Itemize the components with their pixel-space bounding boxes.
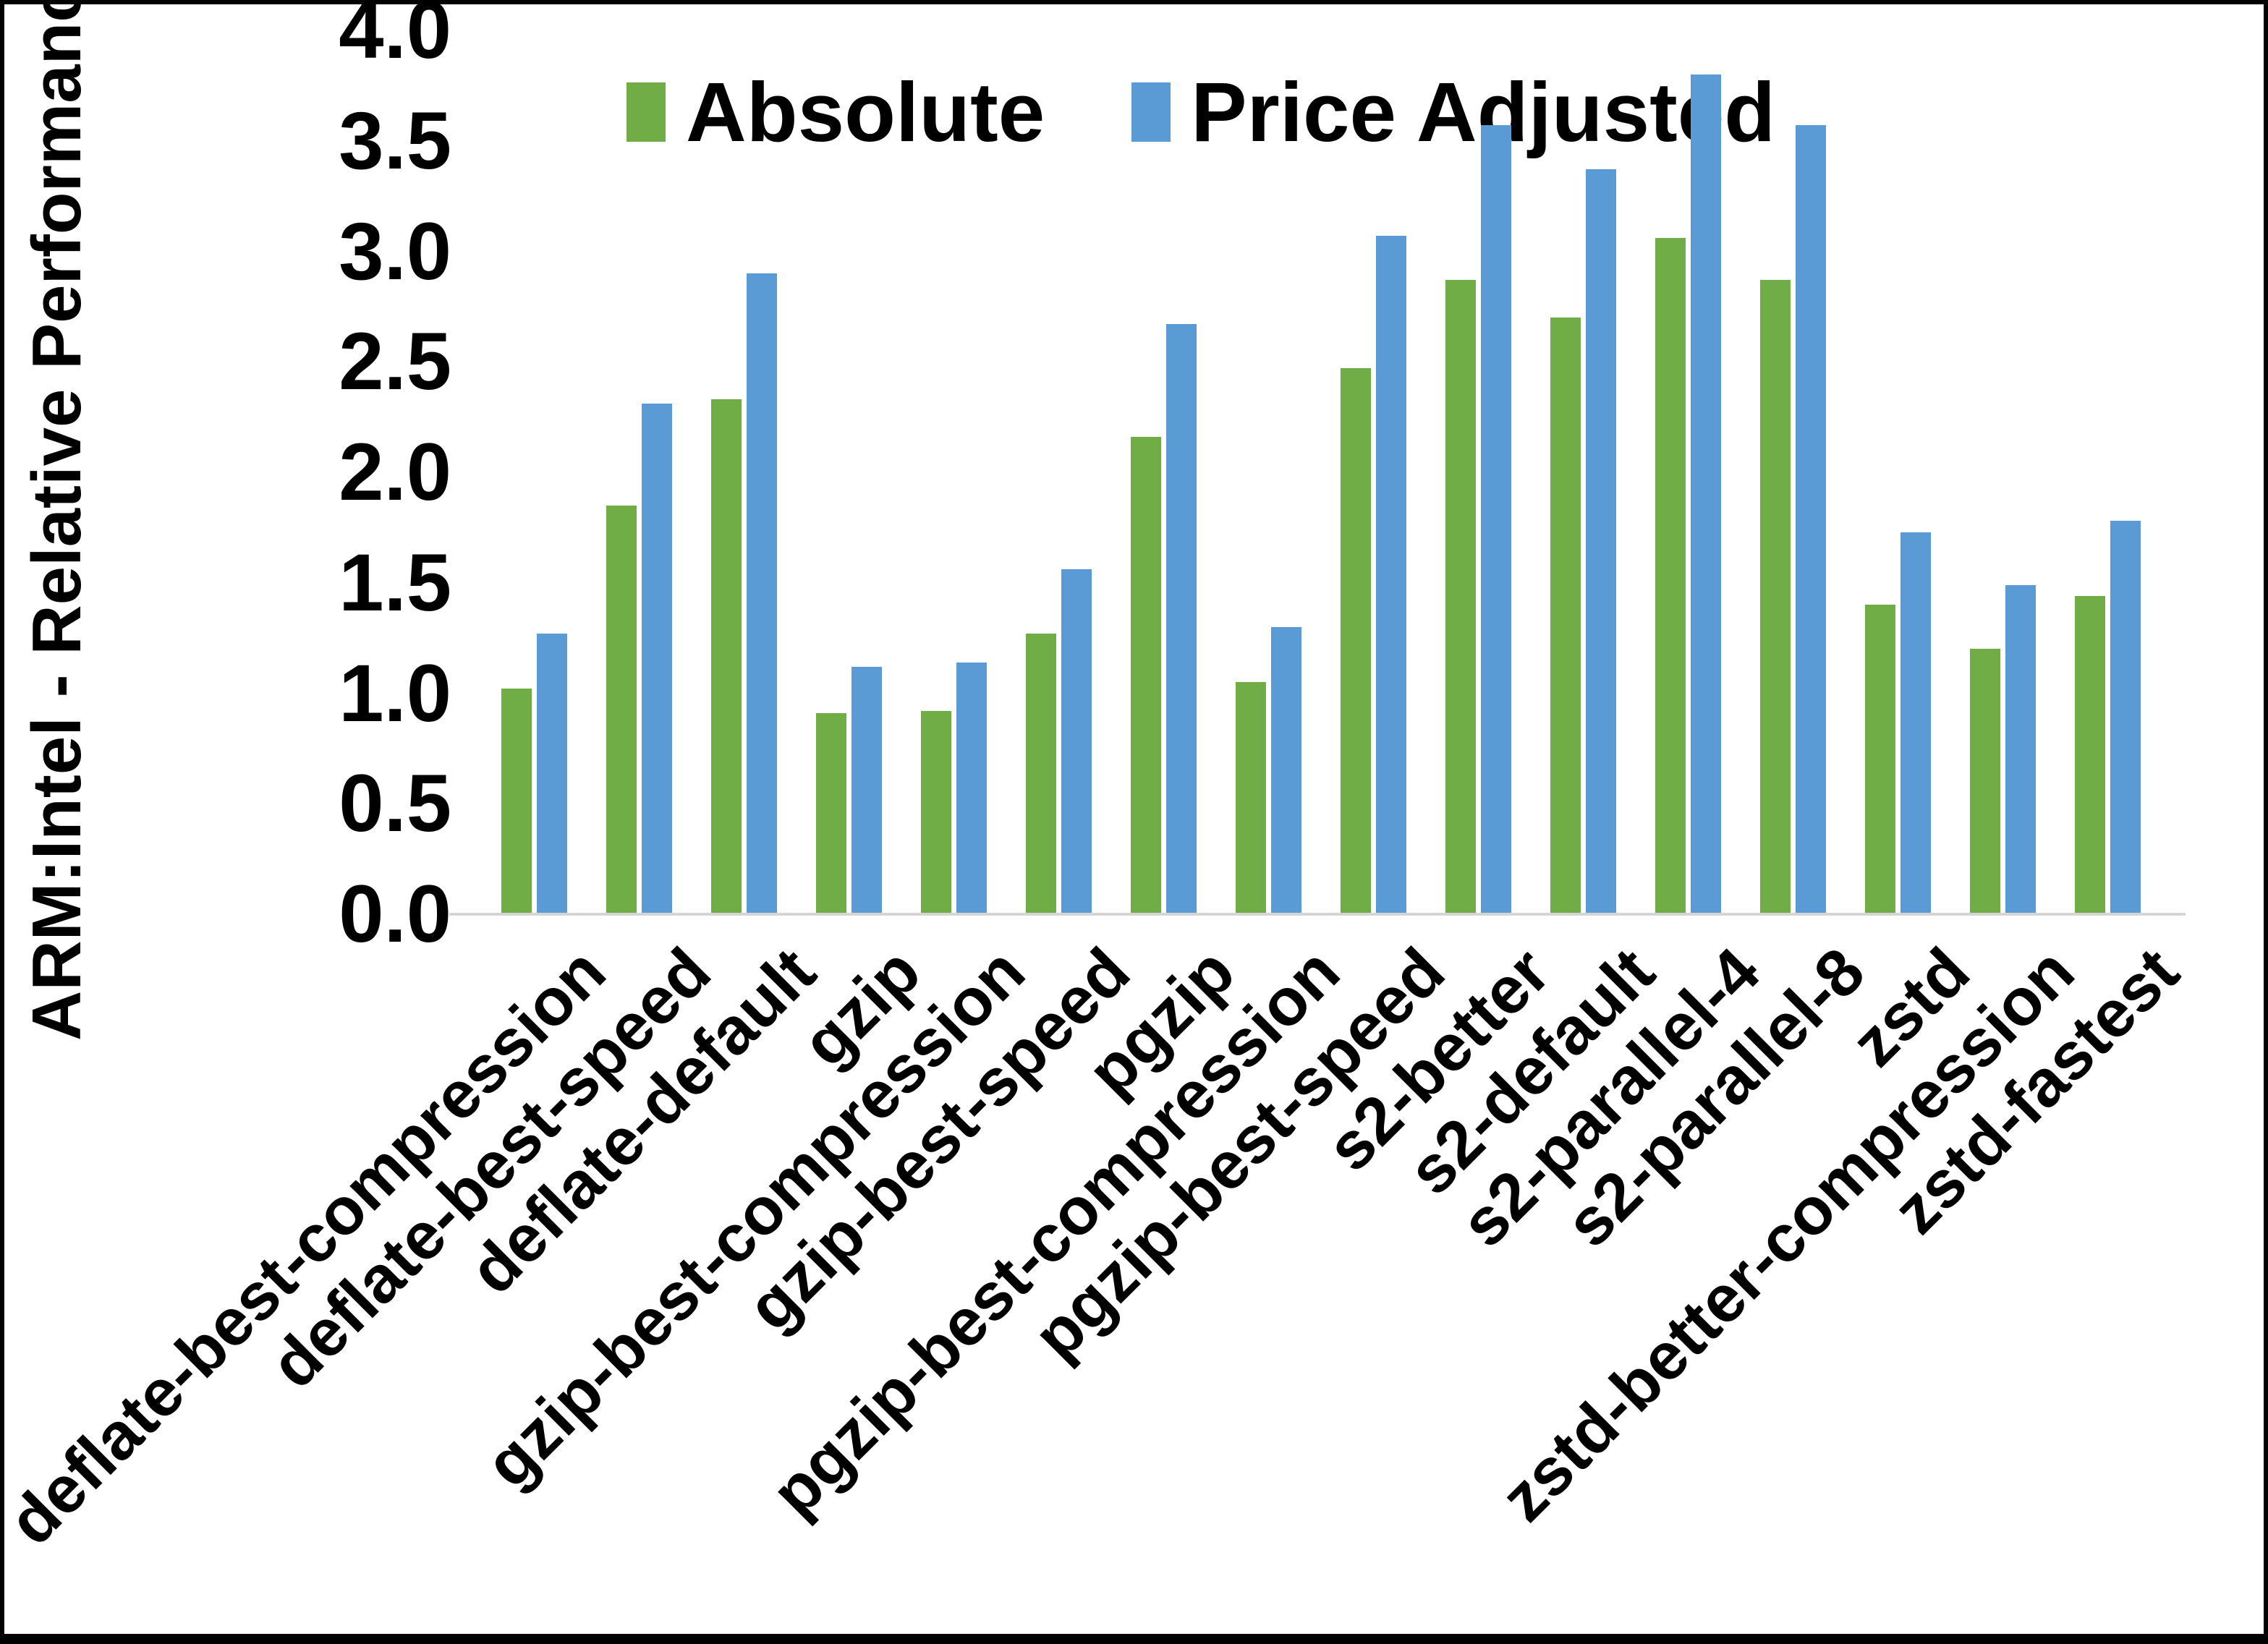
bar-absolute-s2-better [1445, 280, 1476, 914]
bar-group-s2-default [1531, 30, 1636, 914]
legend-swatch-price-adjusted [1131, 82, 1171, 142]
bar-absolute-pgzip-best-speed [1341, 368, 1371, 914]
bar-price-adjusted-deflate-best-speed [642, 404, 672, 914]
bar-group-deflate-default [692, 30, 797, 914]
bar-price-adjusted-gzip-best-speed [1061, 569, 1092, 914]
bar-price-adjusted-zstd-better-compression [2005, 584, 2036, 914]
bar-price-adjusted-s2-parallel-8 [1796, 125, 1826, 914]
y-tick-1.0: 1.0 [339, 647, 451, 738]
bar-group-s2-parallel-4 [1636, 30, 1741, 914]
bar-group-pgzip [1111, 30, 1216, 914]
bar-group-pgzip-best-speed [1321, 30, 1426, 914]
bar-absolute-deflate-best-speed [606, 505, 637, 914]
bar-group-zstd-fastest [2055, 30, 2160, 914]
bar-absolute-zstd-fastest [2075, 596, 2105, 914]
bar-absolute-s2-default [1550, 318, 1581, 914]
bar-price-adjusted-s2-default [1586, 169, 1616, 914]
bar-price-adjusted-deflate-best-compression [537, 634, 567, 914]
bar-group-pgzip-best-compression [1216, 30, 1321, 914]
bar-absolute-s2-parallel-8 [1760, 280, 1791, 914]
bar-price-adjusted-s2-parallel-4 [1691, 74, 1721, 914]
bar-price-adjusted-gzip [851, 666, 882, 914]
bar-group-deflate-best-compression [482, 30, 587, 914]
bar-price-adjusted-zstd-fastest [2110, 521, 2141, 914]
bar-absolute-deflate-default [711, 399, 742, 914]
bar-price-adjusted-gzip-best-compression [956, 662, 987, 914]
bar-price-adjusted-pgzip-best-speed [1376, 236, 1406, 914]
bar-absolute-pgzip [1131, 437, 1161, 914]
bar-group-gzip-best-compression [901, 30, 1006, 914]
bar-price-adjusted-pgzip [1166, 324, 1197, 914]
bar-absolute-zstd [1865, 605, 1895, 914]
legend-label-absolute: Absolute [686, 65, 1045, 159]
bar-group-s2-better [1426, 30, 1531, 914]
bar-group-gzip [797, 30, 901, 914]
bar-group-zstd [1846, 30, 1950, 914]
bar-group-deflate-best-speed [587, 30, 692, 914]
bar-price-adjusted-deflate-default [747, 273, 777, 914]
bar-group-gzip-best-speed [1006, 30, 1111, 914]
y-tick-2.5: 2.5 [339, 316, 451, 407]
bar-absolute-zstd-better-compression [1970, 649, 2000, 914]
bar-group-s2-parallel-8 [1741, 30, 1846, 914]
bar-price-adjusted-pgzip-best-compression [1271, 626, 1301, 914]
y-tick-0.5: 0.5 [339, 758, 451, 849]
y-tick-2.0: 2.0 [339, 427, 451, 517]
plot-area [482, 30, 2160, 914]
bar-absolute-pgzip-best-compression [1236, 682, 1266, 914]
y-axis-title: ARM:Intel - Relative Performance [18, 0, 95, 1041]
bar-absolute-gzip-best-speed [1026, 634, 1056, 914]
x-axis-line [449, 913, 2186, 916]
y-tick-3.0: 3.0 [339, 205, 451, 297]
y-tick-4.0: 4.0 [339, 0, 451, 75]
bar-group-zstd-better-compression [1950, 30, 2055, 914]
bar-absolute-gzip [816, 713, 846, 914]
bar-price-adjusted-s2-better [1481, 125, 1511, 914]
legend: Absolute Price Adjusted [627, 64, 1775, 161]
y-tick-0.0: 0.0 [339, 869, 451, 959]
bar-absolute-deflate-best-compression [501, 689, 532, 914]
y-tick-1.5: 1.5 [339, 537, 451, 628]
bar-absolute-s2-parallel-4 [1655, 238, 1686, 914]
legend-item-absolute: Absolute [627, 64, 1045, 161]
legend-swatch-absolute [627, 82, 666, 142]
y-tick-3.5: 3.5 [339, 95, 451, 186]
bar-price-adjusted-zstd [1900, 532, 1931, 914]
bar-absolute-gzip-best-compression [921, 710, 951, 914]
